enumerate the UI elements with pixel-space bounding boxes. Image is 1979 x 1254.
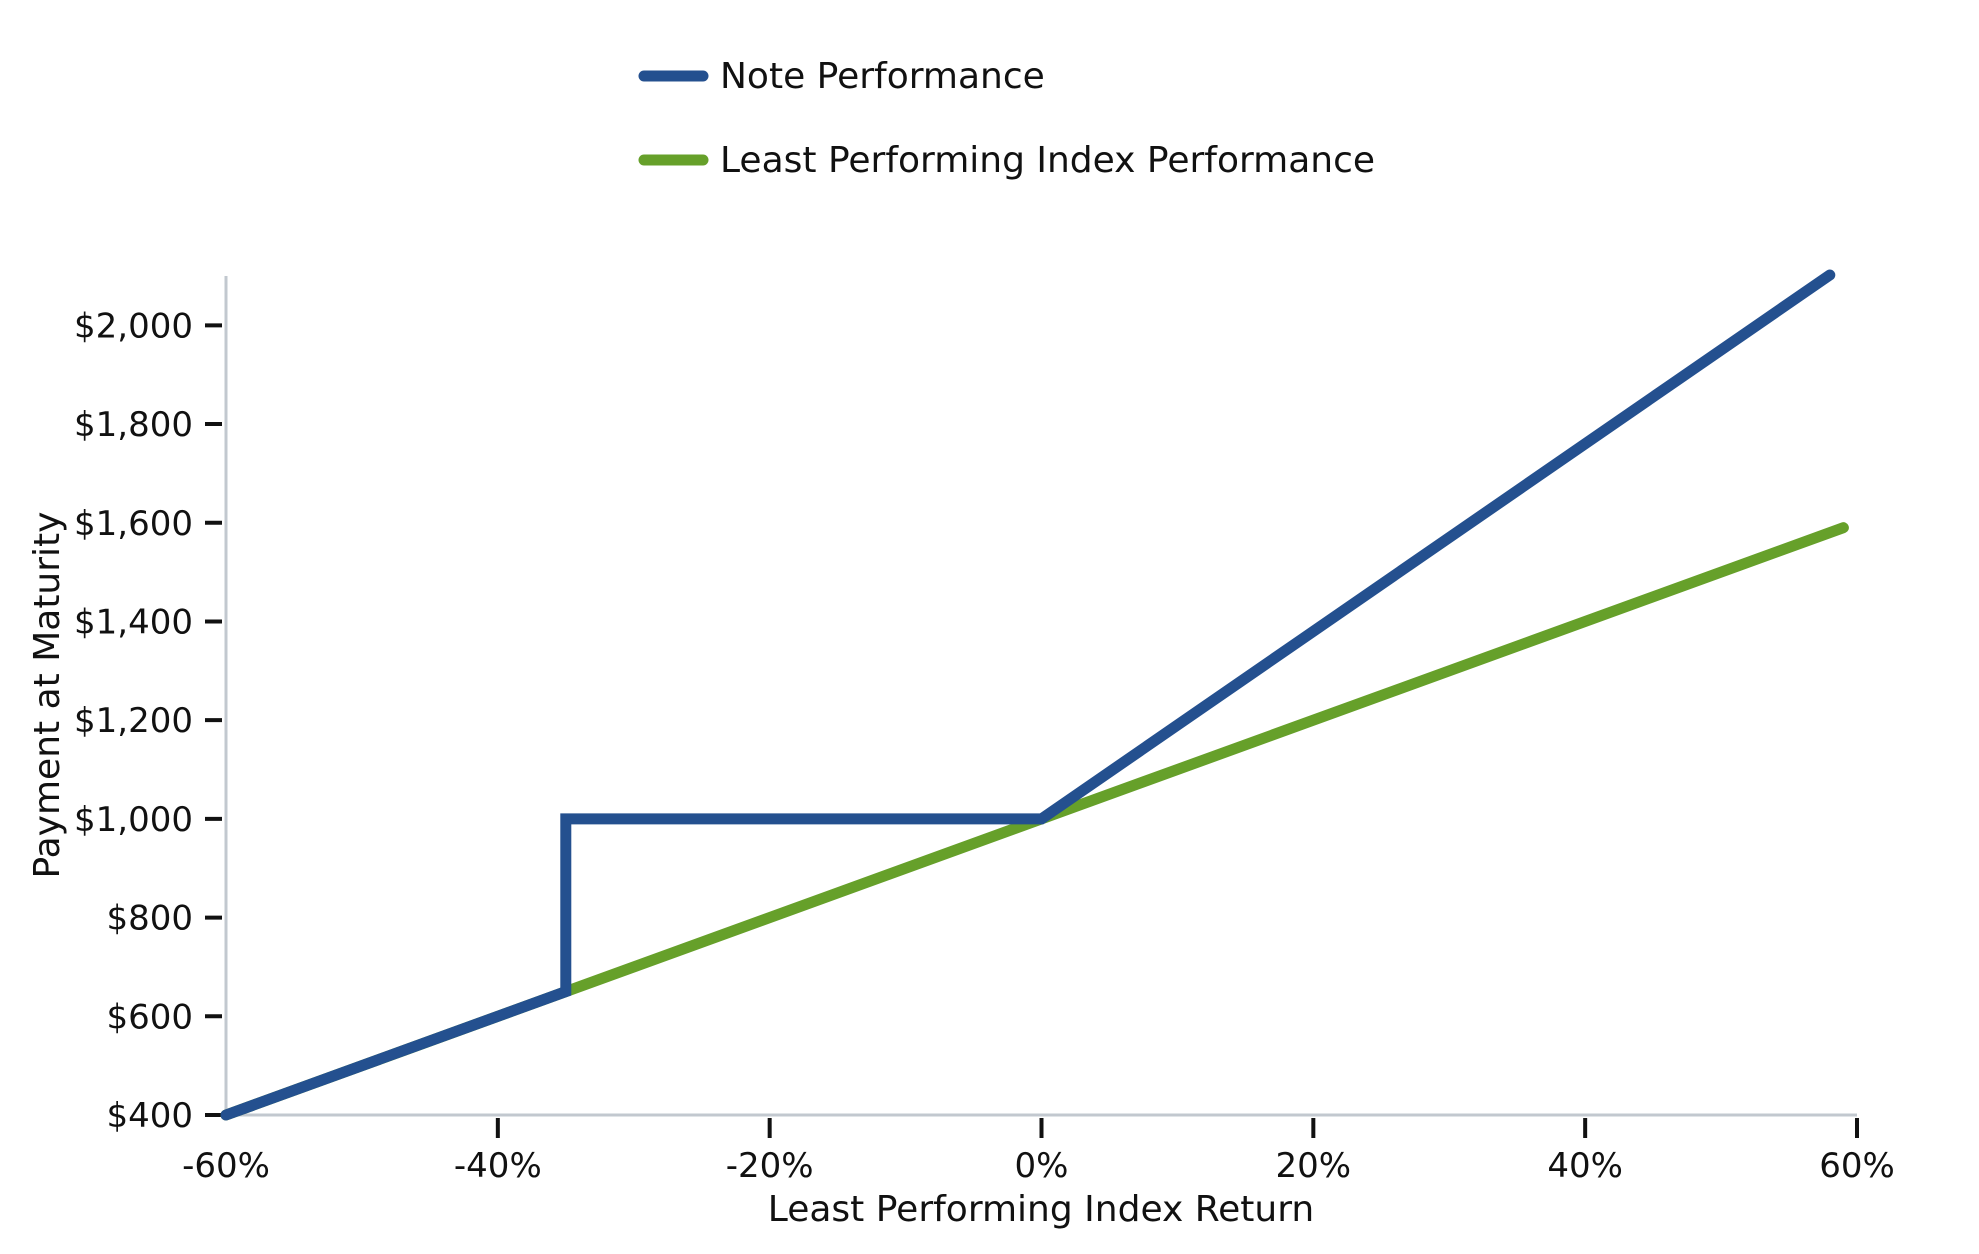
x-tick-label: -60% — [182, 1146, 270, 1186]
x-tick-label: 0% — [1015, 1146, 1069, 1186]
y-ticks: $400 $600 $800 $1,000 $1,200 $1,400 $1,600 $1,8… — [74, 306, 222, 1136]
x-ticks: -60% -40% -20% 0% 20% 40% 60% — [182, 1118, 1895, 1186]
axes: $400 $600 $800 $1,000 $1,200 $1,400 $1,600 $1,8… — [74, 276, 1895, 1186]
x-tick-label: 20% — [1276, 1146, 1352, 1186]
y-tick-label: $1,600 — [74, 504, 193, 544]
y-tick-label: $400 — [106, 1096, 193, 1136]
legend: Note Performance Least Performing Index … — [638, 56, 1375, 181]
y-tick-label: $600 — [106, 997, 193, 1037]
x-axis-label: Least Performing Index Return — [768, 1189, 1314, 1230]
legend-label-note: Note Performance — [720, 56, 1045, 97]
y-tick-label: $1,400 — [74, 602, 193, 642]
y-tick-label: $1,000 — [74, 800, 193, 840]
y-tick-label: $1,800 — [74, 405, 193, 445]
y-tick-label: $1,200 — [74, 701, 193, 741]
x-tick-label: -20% — [726, 1146, 814, 1186]
y-tick-label: $800 — [106, 899, 193, 939]
x-tick-label: 60% — [1819, 1146, 1895, 1186]
y-tick-label: $2,000 — [74, 306, 193, 346]
legend-label-index: Least Performing Index Performance — [720, 140, 1375, 181]
note-performance-line — [220, 269, 1836, 1121]
y-axis-label: Payment at Maturity — [27, 512, 68, 879]
x-tick-label: 40% — [1547, 1146, 1623, 1186]
series-layer — [220, 269, 1849, 1121]
x-tick-label: -40% — [454, 1146, 542, 1186]
